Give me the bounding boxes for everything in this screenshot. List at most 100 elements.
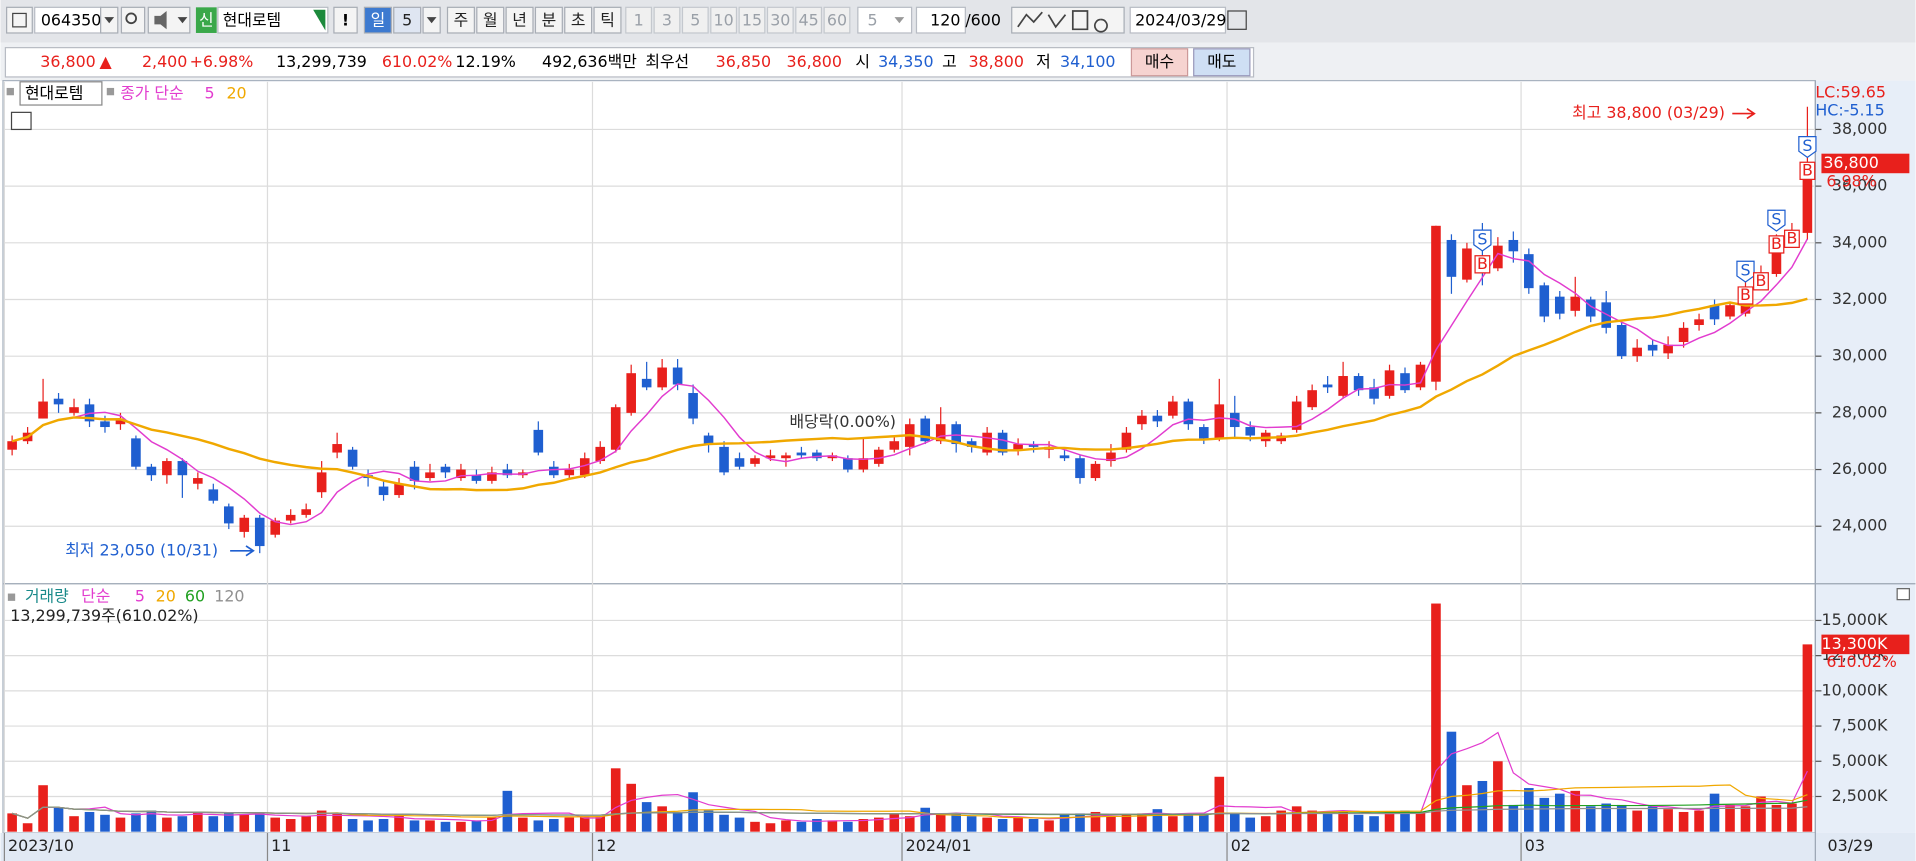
signal-text: B [1477, 254, 1488, 273]
panel-close[interactable] [1896, 588, 1910, 601]
quote-turnover: 12.19% [455, 52, 515, 71]
candle-body [425, 472, 435, 479]
candle-body [1632, 347, 1642, 357]
period-button[interactable] [363, 6, 392, 34]
name-input[interactable] [217, 6, 329, 34]
code-input[interactable] [34, 6, 102, 34]
minute-buttons: 1 3 5 10 15 30 45 60 [625, 6, 851, 34]
candle-body [239, 517, 250, 532]
candle-body [966, 441, 977, 447]
current-price-box [1821, 153, 1910, 174]
quote-best-bid: 36,800 [786, 52, 842, 71]
count-input[interactable] [915, 6, 966, 34]
candle-body [456, 469, 466, 479]
name-text: 현대로템 [223, 10, 281, 29]
x-tick-label: 03 [1525, 836, 1545, 855]
minute-text: 10 [714, 10, 734, 29]
menu-icon[interactable] [6, 6, 33, 34]
volume-bar [1137, 813, 1147, 832]
quote-arrow: ▲ [99, 52, 112, 71]
volume-legend-ma-label: 단순 [81, 587, 110, 606]
volume-bar [997, 819, 1008, 832]
candle-body [115, 418, 126, 425]
period-button[interactable] [593, 6, 622, 34]
tool-icons[interactable] [1011, 6, 1125, 34]
candle-body [1183, 401, 1194, 425]
ma-line [11, 238, 1809, 526]
minute-select[interactable] [857, 6, 913, 34]
period-button[interactable] [476, 6, 505, 34]
period-button[interactable] [564, 6, 593, 34]
volume-bar [1431, 603, 1441, 832]
volume-bar [69, 816, 79, 832]
volume-bar [1647, 806, 1658, 832]
alert-button[interactable] [333, 6, 358, 34]
y-tick-label: 5,000K [1832, 751, 1888, 770]
signal-marker [1473, 229, 1492, 252]
minute-text: 15 [742, 10, 762, 29]
volume-bar [363, 820, 373, 832]
minute-button[interactable] [823, 6, 851, 34]
minute-button[interactable] [653, 6, 681, 34]
table-icon[interactable] [10, 111, 32, 131]
volume-bar [471, 820, 482, 832]
signal-marker [1768, 235, 1785, 254]
signal-marker [1474, 255, 1491, 274]
legend-ma: 20 [226, 84, 246, 103]
volume-bar [1725, 804, 1735, 832]
lc-label: LC:59.65 [1815, 82, 1886, 101]
volume-bar [564, 817, 575, 832]
volume-legend-ma: 60 [185, 587, 205, 606]
signal-marker [1799, 161, 1816, 180]
volume-bar [719, 814, 729, 832]
volume-bar [1199, 813, 1209, 832]
volume-bar [440, 821, 451, 832]
volume-bar [1539, 797, 1550, 832]
minute-button[interactable] [710, 6, 738, 34]
quote-best-ask: 36,850 [716, 52, 772, 71]
candle-body [1709, 305, 1720, 320]
minute-button[interactable] [625, 6, 653, 34]
candle-body [843, 458, 853, 470]
minute-button[interactable] [681, 6, 709, 34]
minute-button[interactable] [766, 6, 794, 34]
signal-text: B [1786, 228, 1797, 247]
signal-marker [1753, 272, 1769, 291]
candle-body [703, 435, 714, 445]
tool-glyphs [1017, 10, 1108, 33]
candle-body [146, 466, 157, 476]
volume-bar [162, 817, 172, 832]
period-button[interactable] [534, 6, 563, 34]
candle-body [641, 378, 652, 388]
volume-bar [84, 811, 95, 832]
market-badge [195, 7, 217, 33]
period-button[interactable] [505, 6, 534, 34]
candle-body [440, 466, 451, 473]
volume-bar [1214, 776, 1225, 832]
calendar-icon[interactable] [1227, 10, 1247, 30]
count-text: 120 [930, 10, 960, 29]
volume-bar [1307, 810, 1317, 832]
minute-button[interactable] [738, 6, 766, 34]
sell-button[interactable] [1193, 48, 1251, 77]
period-button[interactable] [446, 6, 475, 34]
candle-body [1647, 344, 1658, 351]
quote-volume-ratio: 610.02% [382, 52, 453, 71]
volume-bar [131, 813, 141, 832]
volume-bar [812, 819, 822, 832]
volume-bar [750, 821, 760, 832]
right-axis-pane [1815, 80, 1916, 833]
x-tick-label: 2024/01 [906, 836, 972, 855]
buy-button[interactable] [1130, 48, 1189, 77]
volume-bar [518, 817, 528, 832]
volume-bar [1106, 816, 1116, 832]
period-button[interactable] [393, 6, 422, 34]
search-button[interactable] [120, 6, 146, 34]
volume-bar [1740, 806, 1751, 832]
count-max: /600 [965, 10, 1001, 29]
volume-bar [1554, 793, 1565, 832]
date-input[interactable] [1129, 6, 1227, 34]
candle-body [316, 472, 327, 493]
minute-button[interactable] [795, 6, 823, 34]
